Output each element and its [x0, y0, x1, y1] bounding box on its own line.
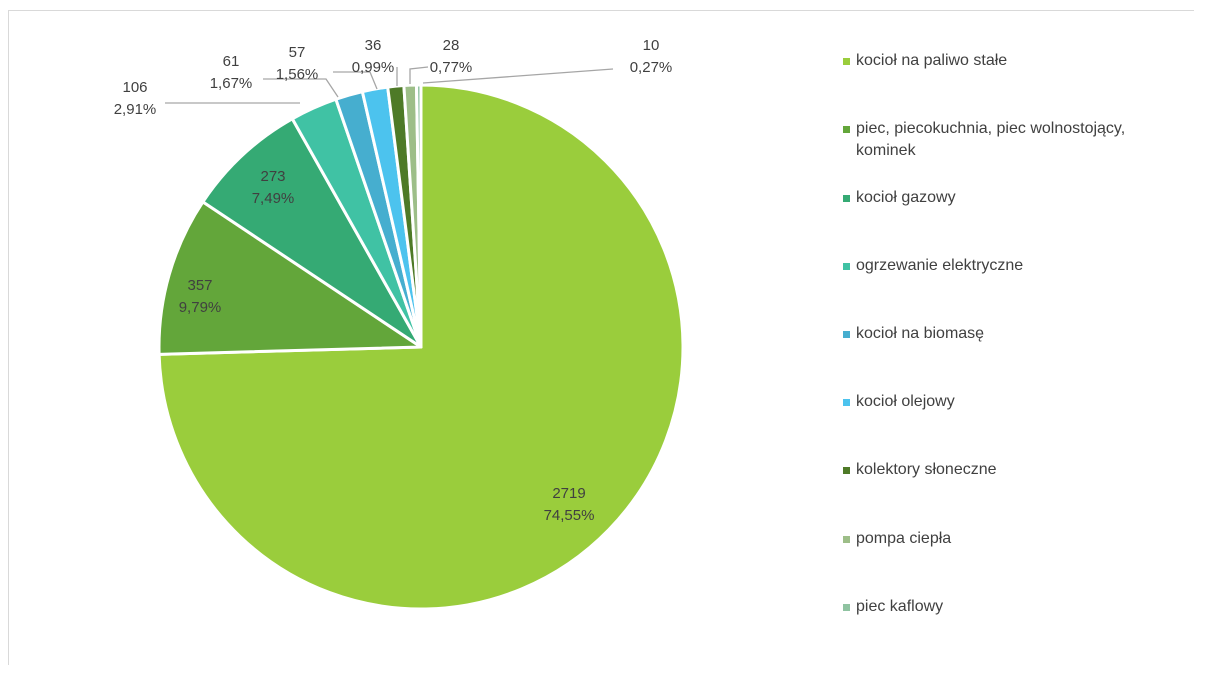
legend-swatch-9 — [843, 604, 850, 611]
data-label-value-2: 357 — [187, 277, 212, 294]
data-label-value-3: 273 — [260, 168, 285, 185]
legend-item-5: kocioł na biomasę — [843, 323, 1186, 345]
pie-slice-9 — [414, 83, 423, 349]
legend-label-8: pompa ciepła — [856, 530, 952, 547]
data-label-percent-4: 2,91% — [114, 101, 157, 118]
legend-swatch-7 — [843, 467, 850, 474]
legend-swatch-3 — [843, 195, 850, 202]
data-label-value-1: 2719 — [552, 485, 585, 502]
data-label-value-6: 57 — [289, 44, 306, 61]
data-label-value-8: 28 — [443, 37, 460, 54]
legend-label-4: ogrzewanie elektryczne — [856, 257, 1024, 274]
legend-item-3: kocioł gazowy — [843, 187, 1186, 209]
legend-label-3: kocioł gazowy — [856, 189, 956, 206]
leader-lines — [165, 66, 614, 104]
leader-line-6 — [333, 71, 378, 90]
legend-swatch-4 — [843, 263, 850, 270]
leader-line-9 — [422, 68, 614, 84]
legend-swatch-1 — [843, 58, 850, 65]
legend-item-4: ogrzewanie elektryczne — [843, 255, 1186, 277]
pie-slice-2 — [157, 200, 423, 356]
data-label-percent-6: 1,56% — [276, 66, 319, 83]
data-label-percent-5: 1,67% — [210, 75, 253, 92]
legend-swatch-8 — [843, 536, 850, 543]
legend-label-7: kolektory słoneczne — [856, 461, 997, 478]
data-label-value-4: 106 — [122, 79, 147, 96]
data-label-percent-3: 7,49% — [252, 190, 295, 207]
data-label-percent-7: 0,99% — [352, 59, 395, 76]
legend-label-1: kocioł na paliwo stałe — [856, 52, 1008, 69]
legend-swatch-2 — [843, 126, 850, 133]
legend-swatch-5 — [843, 331, 850, 338]
data-label-percent-9: 0,27% — [630, 59, 673, 76]
data-label-percent-2: 9,79% — [179, 299, 222, 316]
data-label-value-9: 10 — [643, 37, 660, 54]
legend-item-8: pompa ciepła — [843, 528, 1186, 550]
data-labels: 2719 74,55% 357 9,79% 273 7,49% 106 2,91% 61 1,67… — [114, 37, 673, 524]
legend-item-2: piec, piecokuchnia, piec wolnostojący, k… — [843, 118, 1186, 162]
legend-label-2: piec, piecokuchnia, piec wolnostojący, k… — [856, 120, 1126, 159]
legend-label-6: kocioł olejowy — [856, 393, 955, 410]
legend-item-6: kocioł olejowy — [843, 391, 1186, 413]
data-label-percent-8: 0,77% — [430, 59, 473, 76]
legend-swatch-6 — [843, 399, 850, 406]
chart-frame — [8, 10, 1194, 665]
data-label-percent-1: 74,55% — [544, 507, 595, 524]
legend-item-9: piec kaflowy — [843, 596, 1186, 618]
pie-slice-3 — [201, 117, 423, 349]
data-label-value-5: 61 — [223, 53, 240, 70]
legend-item-1: kocioł na paliwo stałe — [843, 50, 1186, 72]
data-label-value-7: 36 — [365, 37, 382, 54]
leader-line-8 — [409, 66, 429, 84]
legend-label-5: kocioł na biomasę — [856, 325, 985, 342]
leader-line-5 — [263, 78, 339, 98]
legend-item-7: kolektory słoneczne — [843, 459, 1186, 481]
pie-slices — [157, 83, 685, 611]
legend-label-9: piec kaflowy — [856, 598, 944, 615]
